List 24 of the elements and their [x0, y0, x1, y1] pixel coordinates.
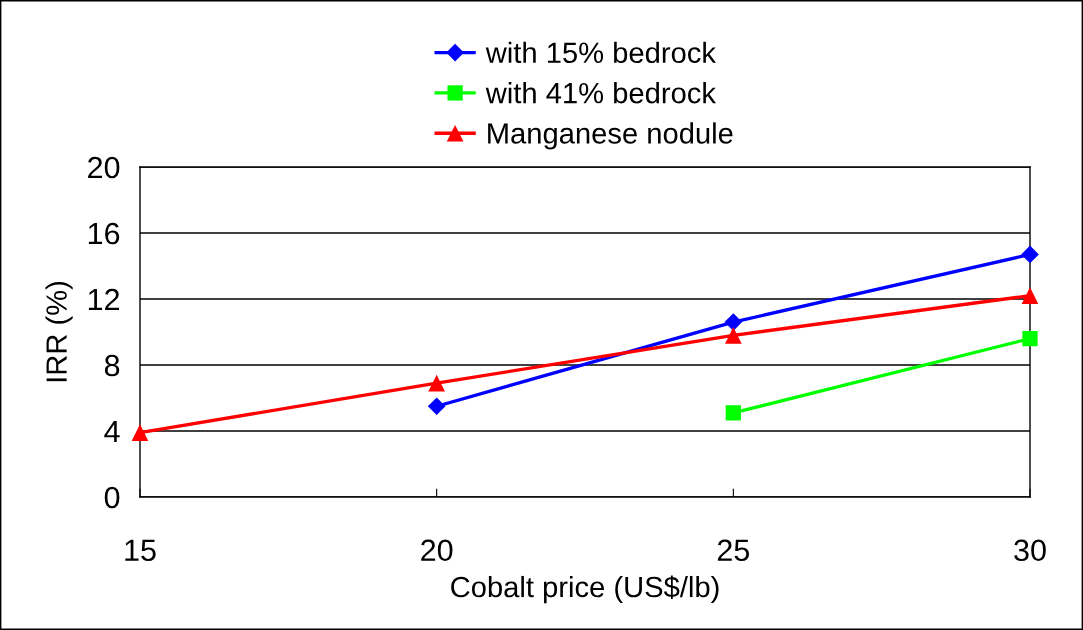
- y-tick-label: 12: [88, 288, 120, 311]
- x-tick-label: 15: [125, 539, 156, 562]
- y-tick-label: 4: [104, 421, 120, 443]
- point: [1021, 287, 1039, 305]
- point: [428, 374, 445, 392]
- x-tick-label: 30: [1014, 539, 1046, 562]
- legend-label: with 15% bedrock: [485, 41, 716, 64]
- point: [724, 313, 743, 331]
- y-axis-title: IRR (%): [45, 281, 73, 382]
- x-tick-label: 25: [717, 539, 750, 562]
- point: [1021, 245, 1039, 264]
- point: [1022, 330, 1038, 347]
- y-tick-label: 8: [104, 354, 120, 377]
- x-tick-label: 20: [421, 539, 453, 562]
- y-tick-label: 20: [88, 156, 120, 179]
- x-axis-title: Cobalt price (US$/lb): [451, 575, 719, 604]
- y-tick-label: 16: [88, 222, 120, 245]
- point: [131, 424, 149, 441]
- legend-label: Manganese nodule: [488, 122, 733, 150]
- point: [427, 397, 446, 416]
- point: [725, 326, 742, 344]
- y-tick-label: 0: [104, 486, 120, 509]
- legend-label: with 41% bedrock: [485, 82, 716, 104]
- point: [725, 405, 741, 421]
